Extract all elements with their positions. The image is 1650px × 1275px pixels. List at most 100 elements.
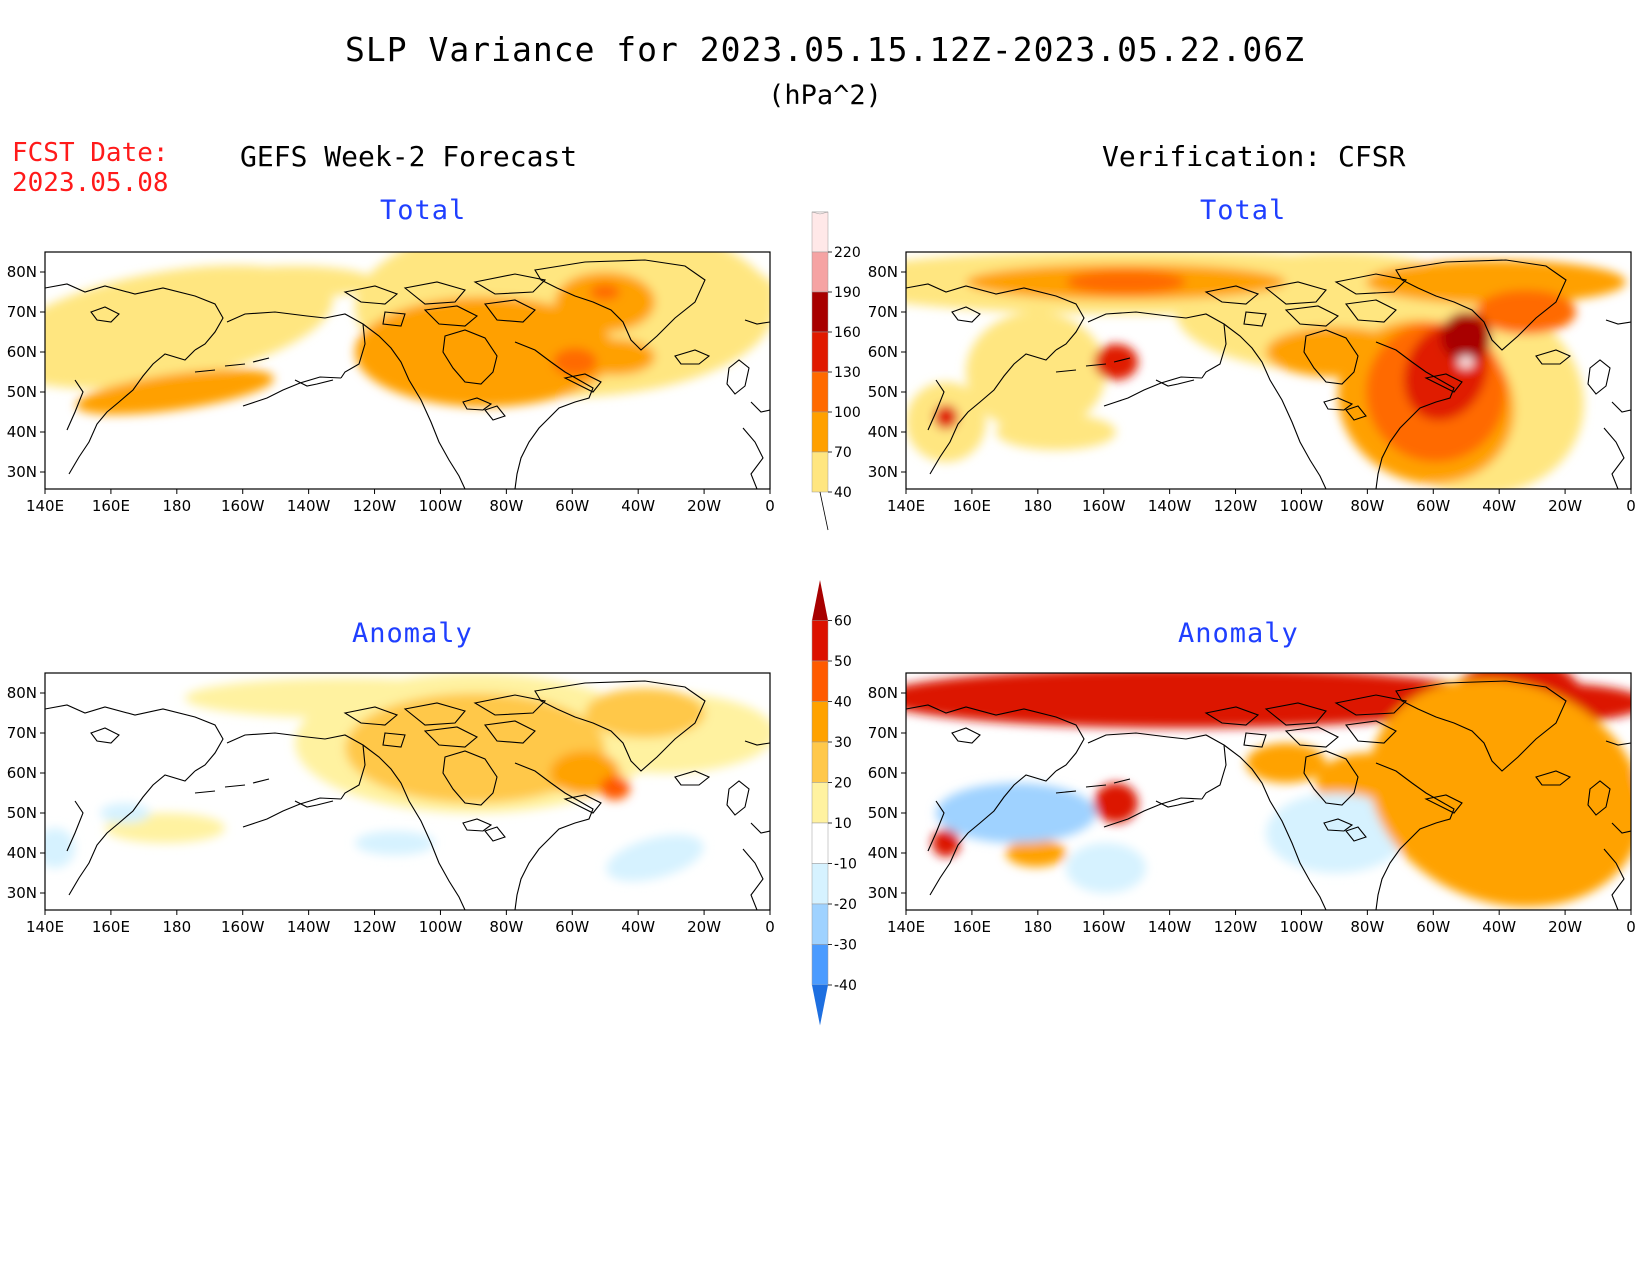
lon-label: 20W: [687, 497, 721, 515]
contour-fill-group: [45, 252, 770, 415]
lon-label: 160W: [221, 918, 265, 936]
lon-label: 80W: [489, 918, 523, 936]
colorbar-swatch: [811, 620, 829, 662]
colorbar-label: 60: [834, 614, 852, 630]
colorbar-label: -40: [834, 978, 857, 994]
colorbar-swatch: [811, 701, 829, 743]
lat-label: 40N: [868, 844, 898, 862]
lon-label: 140W: [1148, 497, 1192, 515]
lon-label: 160E: [92, 497, 130, 515]
colorbar-swatch: [811, 944, 829, 986]
page-title: SLP Variance for 2023.05.15.12Z-2023.05.…: [345, 30, 1305, 69]
lat-label: 70N: [868, 303, 898, 321]
colorbar-anomaly: 60 50 40 30 20 10 -10 -20 -30 -40: [811, 580, 857, 1026]
contour-fill: [1066, 270, 1186, 294]
colorbar-swatch: [811, 782, 829, 824]
contour-fill: [45, 828, 75, 868]
colorbar-label: 10: [834, 816, 852, 832]
contour-fill: [553, 348, 597, 376]
colorbar-label: 20: [834, 776, 852, 792]
lat-label: 40N: [7, 423, 37, 441]
colorbar-swatch: [811, 211, 829, 253]
lat-label: 70N: [7, 303, 37, 321]
contour-fill: [635, 262, 770, 322]
forecast-heading: GEFS Week-2 Forecast: [240, 140, 578, 173]
lon-label: 0: [765, 918, 775, 936]
contour-fill: [1441, 312, 1491, 362]
lon-label: 60W: [1416, 497, 1450, 515]
map-frame: [905, 251, 1632, 490]
lat-label: 80N: [868, 263, 898, 281]
lon-label: 40W: [621, 497, 655, 515]
contour-fill: [345, 693, 605, 803]
contour-fill: [1369, 679, 1631, 907]
colorbar-label: 100: [834, 405, 861, 421]
lat-label: 70N: [868, 724, 898, 742]
colorbar-swatch: [811, 822, 829, 864]
lon-label: 120W: [353, 497, 397, 515]
contour-fill: [936, 783, 1096, 843]
lon-label: 60W: [555, 918, 589, 936]
lon-label: 0: [765, 497, 775, 515]
lat-label: 60N: [868, 764, 898, 782]
lon-label: 140E: [26, 497, 64, 515]
colorbar-swatch: [811, 411, 829, 453]
colorbar-cap: [811, 211, 829, 215]
contour-fill: [590, 284, 620, 300]
lon-label: 140W: [1148, 918, 1192, 936]
lon-label: 180: [1023, 497, 1052, 515]
contour-fill: [1246, 743, 1326, 783]
lon-label: 120W: [1214, 497, 1258, 515]
map-panel-forecast-anomaly: [45, 673, 770, 910]
contour-fill: [355, 297, 615, 407]
colorbar-swatch: [811, 660, 829, 702]
lon-label: 80W: [1350, 497, 1384, 515]
colorbar-cap: [819, 491, 829, 531]
colorbar-label: 50: [834, 654, 852, 670]
lat-label: 50N: [7, 804, 37, 822]
panel-subtitle-forecast-anomaly: Anomaly: [352, 618, 473, 649]
lon-label: 140W: [287, 918, 331, 936]
lon-label: 100W: [419, 918, 463, 936]
lon-label: 120W: [1214, 918, 1258, 936]
lon-label: 100W: [419, 497, 463, 515]
lon-label: 160W: [221, 497, 265, 515]
colorbar-swatch: [811, 741, 829, 783]
lon-label: 20W: [687, 918, 721, 936]
map-panel-verification-anomaly: [906, 673, 1631, 910]
lon-label: 160E: [92, 918, 130, 936]
colorbar-label: 40: [834, 485, 852, 501]
colorbar-swatch: [811, 291, 829, 333]
contour-fill: [1366, 260, 1626, 304]
lat-label: 50N: [868, 804, 898, 822]
lat-label: 50N: [868, 383, 898, 401]
lat-label: 30N: [868, 463, 898, 481]
lon-label: 40W: [621, 918, 655, 936]
colorbar-label: 130: [834, 365, 861, 381]
lon-label: 180: [1023, 918, 1052, 936]
lon-label: 140E: [26, 918, 64, 936]
lon-label: 180: [162, 918, 191, 936]
lon-label: 180: [162, 497, 191, 515]
lat-label: 40N: [868, 423, 898, 441]
lon-label: 20W: [1548, 918, 1582, 936]
lat-label: 40N: [7, 844, 37, 862]
colorbar-label: -20: [834, 897, 857, 913]
contour-fill: [355, 831, 435, 855]
contour-fill: [585, 688, 705, 738]
colorbar-label: 30: [834, 735, 852, 751]
colorbar-label: -10: [834, 857, 857, 873]
contour-fill: [934, 405, 958, 429]
lat-label: 60N: [7, 764, 37, 782]
contour-fill: [906, 673, 1496, 728]
colorbar-label: 160: [834, 325, 861, 341]
verification-heading: Verification: CFSR: [1102, 140, 1406, 173]
colorbar-label: 70: [834, 445, 852, 461]
map-frame: [905, 672, 1632, 911]
colorbar-label: 190: [834, 285, 861, 301]
colorbar-swatch: [811, 371, 829, 413]
lon-label: 140E: [887, 497, 925, 515]
contour-fill: [1066, 843, 1146, 893]
lon-label: 60W: [555, 497, 589, 515]
colorbar-swatch: [811, 331, 829, 373]
